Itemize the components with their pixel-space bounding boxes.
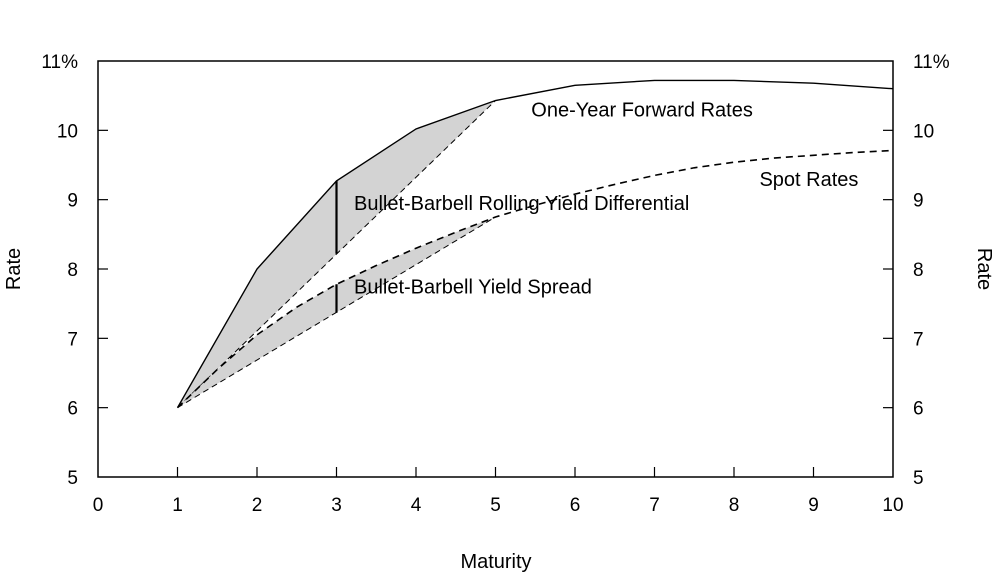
annotations: One-Year Forward Rates Spot Rates Bullet-B… xyxy=(354,99,858,298)
y-axis-title-right: Rate xyxy=(973,248,995,290)
y-tick-label-right: 6 xyxy=(913,399,924,420)
y-tick-label-left: 8 xyxy=(67,260,78,281)
plot-frame xyxy=(97,60,894,478)
spot-rates-line xyxy=(176,149,894,409)
x-tick-label: 0 xyxy=(93,495,104,516)
forward-rates-line xyxy=(176,79,894,409)
x-tick-label: 5 xyxy=(490,495,501,516)
x-tick-label: 1 xyxy=(172,495,183,516)
y-tick-label-right: 9 xyxy=(913,191,924,212)
y-tick-label-left: 5 xyxy=(67,468,78,489)
tick-labels: 0 1 2 3 4 5 6 7 8 9 10 5 5 6 6 7 7 8 8 9 9 10 10 11% 11% xyxy=(41,52,949,516)
axis-ticks xyxy=(98,129,893,477)
y-tick-label-left: 11% xyxy=(41,52,78,73)
y-tick-label-left: 10 xyxy=(57,121,78,142)
y-tick-label-right: 5 xyxy=(913,468,924,489)
y-tick-label-right: 7 xyxy=(913,329,924,350)
x-tick-label: 6 xyxy=(570,495,581,516)
x-tick-label: 10 xyxy=(882,495,903,516)
y-tick-label-left: 9 xyxy=(67,191,78,212)
annotation-label: Bullet-Barbell Yield Spread xyxy=(354,276,592,298)
y-axis-title-left: Rate xyxy=(3,248,25,290)
x-axis-title: Maturity xyxy=(460,551,531,573)
y-tick-label-right: 8 xyxy=(913,260,924,281)
y-tick-label-right: 11% xyxy=(913,52,950,73)
x-tick-label: 3 xyxy=(331,495,342,516)
annotation-label: Bullet-Barbell Rolling Yield Differentia… xyxy=(354,193,689,215)
x-tick-label: 8 xyxy=(729,495,740,516)
y-tick-label-left: 7 xyxy=(67,329,78,350)
annotation-label: One-Year Forward Rates xyxy=(531,99,753,121)
y-tick-label-right: 10 xyxy=(913,121,934,142)
annotation-label: Spot Rates xyxy=(759,169,858,191)
y-tick-label-left: 6 xyxy=(67,399,78,420)
x-tick-label: 7 xyxy=(649,495,660,516)
x-tick-label: 9 xyxy=(808,495,819,516)
x-tick-label: 4 xyxy=(411,495,422,516)
x-tick-label: 2 xyxy=(252,495,263,516)
chord-line-0 xyxy=(177,100,496,409)
series-lines xyxy=(176,79,894,409)
